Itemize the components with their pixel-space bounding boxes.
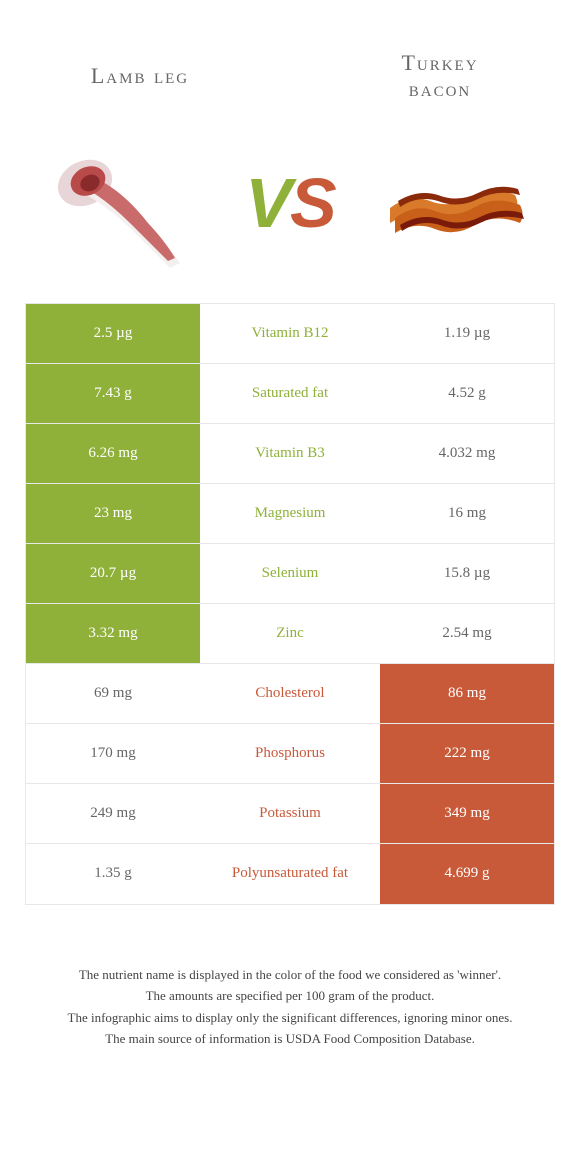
footnote: The nutrient name is displayed in the co…	[0, 905, 580, 1049]
table-row: 6.26 mgVitamin B34.032 mg	[26, 424, 554, 484]
left-value: 3.32 mg	[26, 604, 200, 663]
turkey-bacon-image	[370, 133, 540, 273]
left-food-title: Lamb leg	[40, 63, 240, 89]
table-row: 170 mgPhosphorus222 mg	[26, 724, 554, 784]
header-titles: Lamb leg Turkey bacon	[0, 0, 580, 113]
nutrient-name: Potassium	[200, 784, 380, 843]
nutrient-name: Vitamin B12	[200, 304, 380, 363]
footnote-line-1: The nutrient name is displayed in the co…	[30, 965, 550, 985]
nutrient-name: Zinc	[200, 604, 380, 663]
right-value: 222 mg	[380, 724, 554, 783]
right-value: 4.52 g	[380, 364, 554, 423]
right-value: 16 mg	[380, 484, 554, 543]
table-row: 2.5 µgVitamin B121.19 µg	[26, 304, 554, 364]
vs-s: S	[290, 164, 335, 242]
left-value: 20.7 µg	[26, 544, 200, 603]
vs-v: V	[245, 164, 290, 242]
table-row: 69 mgCholesterol86 mg	[26, 664, 554, 724]
nutrient-name: Selenium	[200, 544, 380, 603]
left-value: 249 mg	[26, 784, 200, 843]
hero-row: VS	[0, 113, 580, 303]
table-row: 7.43 gSaturated fat4.52 g	[26, 364, 554, 424]
right-value: 349 mg	[380, 784, 554, 843]
left-value: 23 mg	[26, 484, 200, 543]
nutrient-table: 2.5 µgVitamin B121.19 µg7.43 gSaturated …	[25, 303, 555, 905]
nutrient-name: Magnesium	[200, 484, 380, 543]
right-food-title-l1: Turkey	[401, 50, 478, 75]
left-value: 7.43 g	[26, 364, 200, 423]
nutrient-name: Phosphorus	[200, 724, 380, 783]
footnote-line-3: The infographic aims to display only the…	[30, 1008, 550, 1028]
left-value: 1.35 g	[26, 844, 200, 904]
right-value: 4.032 mg	[380, 424, 554, 483]
table-row: 3.32 mgZinc2.54 mg	[26, 604, 554, 664]
right-value: 1.19 µg	[380, 304, 554, 363]
vs-label: VS	[245, 163, 334, 243]
nutrient-name: Polyunsaturated fat	[200, 844, 380, 904]
right-value: 4.699 g	[380, 844, 554, 904]
right-value: 2.54 mg	[380, 604, 554, 663]
table-row: 20.7 µgSelenium15.8 µg	[26, 544, 554, 604]
right-food-title-l2: bacon	[409, 76, 472, 101]
left-value: 170 mg	[26, 724, 200, 783]
right-value: 86 mg	[380, 664, 554, 723]
footnote-line-2: The amounts are specified per 100 gram o…	[30, 986, 550, 1006]
left-value: 2.5 µg	[26, 304, 200, 363]
nutrient-name: Cholesterol	[200, 664, 380, 723]
nutrient-name: Vitamin B3	[200, 424, 380, 483]
lamb-leg-image	[40, 133, 210, 273]
table-row: 23 mgMagnesium16 mg	[26, 484, 554, 544]
table-row: 249 mgPotassium349 mg	[26, 784, 554, 844]
nutrient-name: Saturated fat	[200, 364, 380, 423]
right-food-title: Turkey bacon	[340, 50, 540, 103]
table-row: 1.35 gPolyunsaturated fat4.699 g	[26, 844, 554, 904]
left-value: 69 mg	[26, 664, 200, 723]
footnote-line-4: The main source of information is USDA F…	[30, 1029, 550, 1049]
left-value: 6.26 mg	[26, 424, 200, 483]
right-value: 15.8 µg	[380, 544, 554, 603]
